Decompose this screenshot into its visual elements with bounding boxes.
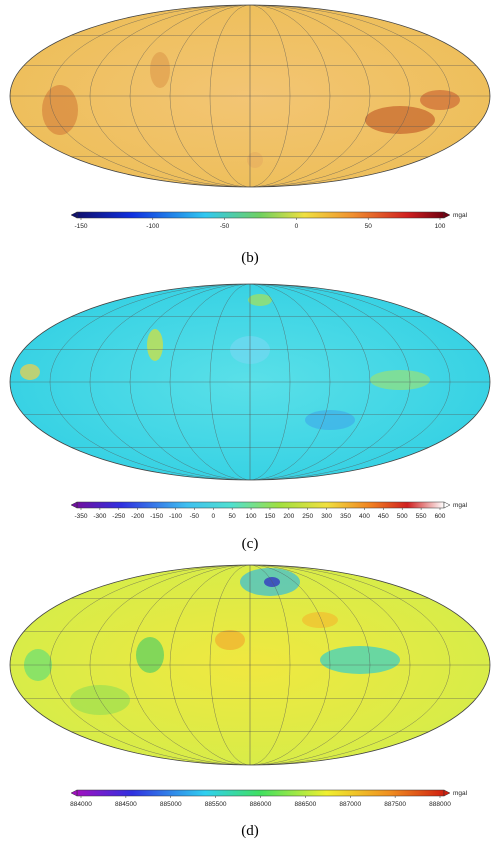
colorbar-tick-label: 886500 — [295, 801, 317, 808]
map-anomaly — [247, 152, 263, 168]
colorbar-tick-label: -100 — [169, 513, 182, 520]
colorbar-tick-label: 0 — [295, 223, 299, 230]
map-panel — [9, 283, 491, 481]
map-anomaly — [365, 106, 435, 134]
colorbar-tick-label: -350 — [74, 513, 87, 520]
map-anomaly — [320, 646, 400, 674]
colorbar-arrow — [70, 789, 78, 797]
map-anomaly — [264, 577, 280, 587]
map-anomaly — [420, 90, 460, 110]
colorbar-tick-label: -100 — [146, 223, 159, 230]
map-features — [10, 5, 490, 187]
map-anomaly — [20, 364, 40, 380]
map-anomaly — [136, 637, 164, 673]
colorbar-tick-label: -300 — [93, 513, 106, 520]
map-anomaly — [147, 329, 163, 361]
colorbar-tick-label: 300 — [321, 513, 332, 520]
colorbar-tick-label: 100 — [246, 513, 257, 520]
colorbar-tick-label: 400 — [359, 513, 370, 520]
colorbar-tick-label: 886000 — [250, 801, 272, 808]
colorbar-tick-label: 887000 — [339, 801, 361, 808]
map-anomaly — [42, 85, 78, 135]
colorbar-tick-label: 350 — [340, 513, 351, 520]
colorbar-tick-label: 885000 — [160, 801, 182, 808]
colorbar-tick-label: 450 — [378, 513, 389, 520]
colorbar-arrow — [70, 211, 78, 219]
colorbar-tick-label: 250 — [302, 513, 313, 520]
map-anomaly — [215, 630, 245, 650]
colorbar-unit: mgal — [453, 790, 468, 797]
map-anomaly — [248, 294, 272, 306]
colorbar — [76, 501, 445, 509]
colorbar-tick-label: 885500 — [205, 801, 227, 808]
map-features — [10, 565, 490, 765]
map-border — [9, 4, 491, 188]
colorbar-tick-label: -150 — [74, 223, 87, 230]
colorbar-arrow — [443, 789, 451, 797]
colorbar-tick-label: -250 — [112, 513, 125, 520]
colorbar-tick-label: -150 — [150, 513, 163, 520]
map-panel — [9, 564, 491, 766]
panel-label: (c) — [242, 536, 259, 552]
colorbar-tick-label: 884000 — [70, 801, 92, 808]
colorbar-tick-label: 50 — [365, 223, 373, 230]
colorbar-tick-label: 0 — [211, 513, 215, 520]
map-anomaly — [305, 410, 355, 430]
colorbar-arrow — [70, 501, 78, 509]
colorbar-tick-label: 500 — [397, 513, 408, 520]
colorbar-tick-label: 200 — [283, 513, 294, 520]
colorbar-arrow — [443, 501, 451, 509]
map-features — [10, 284, 490, 480]
panel-label: (d) — [241, 823, 259, 839]
colorbar-tick-label: 887500 — [384, 801, 406, 808]
colorbar-tick-label: 550 — [416, 513, 427, 520]
colorbar-tick-label: 888000 — [429, 801, 451, 808]
colorbar-tick-label: 600 — [435, 513, 446, 520]
colorbar-unit: mgal — [453, 212, 468, 219]
colorbar-tick-label: 50 — [229, 513, 237, 520]
colorbar-tick-label: 884500 — [115, 801, 137, 808]
map-anomaly — [150, 52, 170, 88]
colorbar — [76, 211, 445, 219]
panel-label: (b) — [241, 250, 259, 266]
colorbar-tick-label: -50 — [220, 223, 230, 230]
colorbar-tick-label: -50 — [190, 513, 200, 520]
map-border — [9, 283, 491, 481]
map-anomaly — [302, 612, 338, 628]
colorbar — [76, 789, 445, 797]
colorbar-tick-label: 100 — [435, 223, 446, 230]
colorbar-tick-label: 150 — [265, 513, 276, 520]
map-panel — [9, 4, 491, 188]
colorbar-unit: mgal — [453, 502, 468, 509]
map-anomaly — [370, 370, 430, 390]
map-border — [9, 564, 491, 766]
colorbar-arrow — [443, 211, 451, 219]
colorbar-tick-label: -200 — [131, 513, 144, 520]
